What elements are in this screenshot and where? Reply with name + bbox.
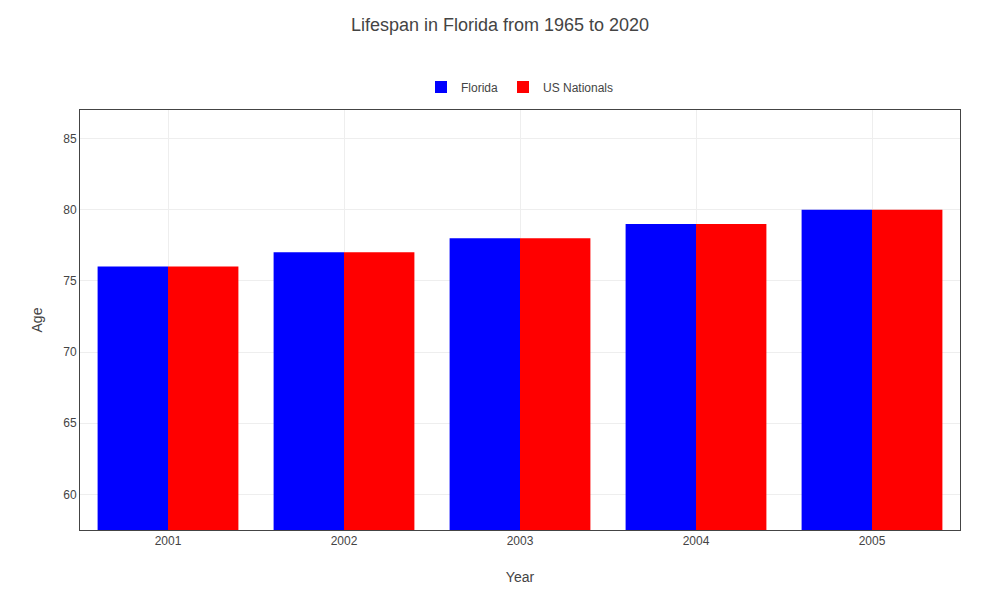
svg-text:2003: 2003 — [507, 534, 534, 548]
svg-text:75: 75 — [63, 274, 77, 288]
svg-text:Lifespan in Florida from 1965: Lifespan in Florida from 1965 to 2020 — [351, 15, 649, 35]
svg-text:Florida: Florida — [461, 81, 498, 95]
svg-text:85: 85 — [63, 132, 77, 146]
svg-text:65: 65 — [63, 416, 77, 430]
svg-text:70: 70 — [63, 345, 77, 359]
svg-text:Age: Age — [29, 307, 45, 332]
svg-text:80: 80 — [63, 203, 77, 217]
svg-text:Year: Year — [506, 569, 535, 585]
svg-text:2002: 2002 — [331, 534, 358, 548]
svg-text:60: 60 — [63, 488, 77, 502]
svg-text:2005: 2005 — [859, 534, 886, 548]
svg-text:2001: 2001 — [155, 534, 182, 548]
svg-text:2004: 2004 — [683, 534, 710, 548]
svg-text:US Nationals: US Nationals — [543, 81, 613, 95]
